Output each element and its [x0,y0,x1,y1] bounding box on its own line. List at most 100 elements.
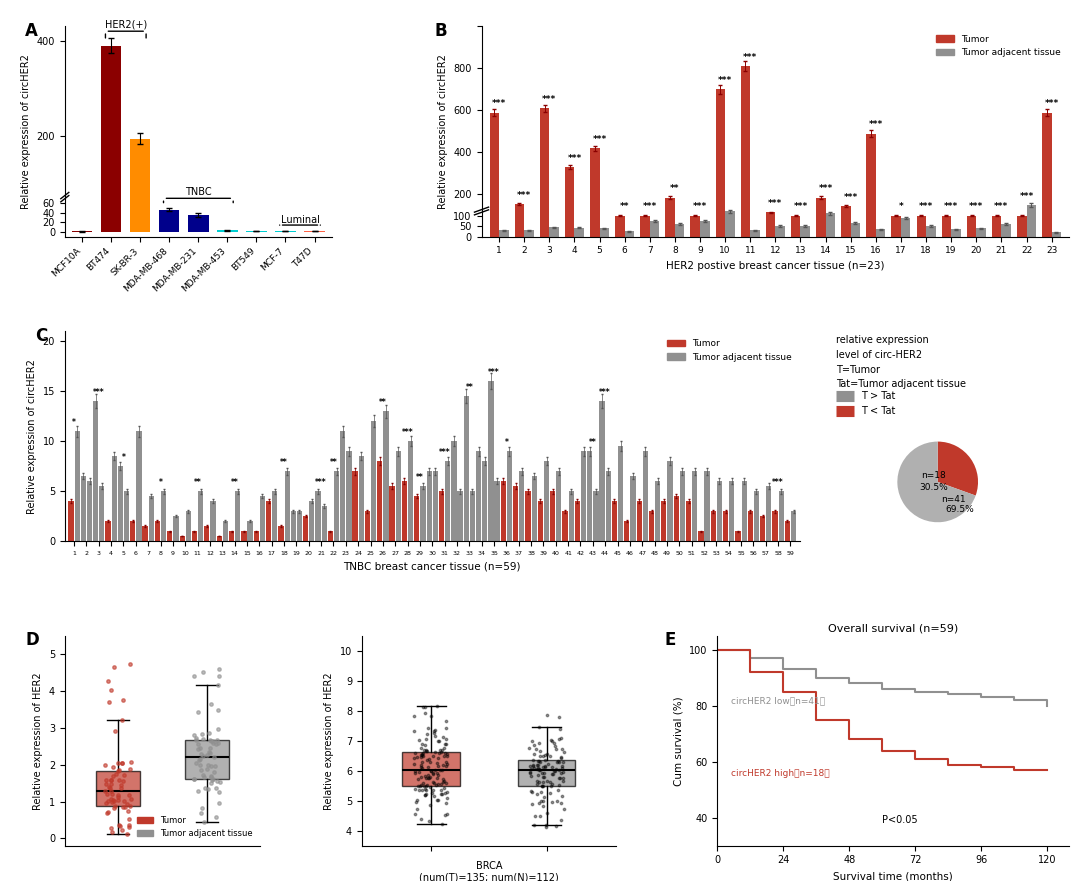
Bar [347,451,351,541]
Point [117,800,134,814]
Point [409,772,427,786]
Bar [499,230,509,236]
Point [189,742,206,756]
Bar [272,491,278,541]
Point [109,793,126,807]
Point [432,745,449,759]
Point [438,747,456,761]
Point [113,713,131,727]
Bar [631,476,636,541]
Point [534,780,551,794]
Bar [1042,113,1052,236]
Point [546,765,564,779]
Y-axis label: Relative expression of circHER2: Relative expression of circHER2 [437,54,448,209]
Point [435,741,453,755]
Point [435,781,453,795]
Point [525,761,542,775]
Point [424,766,442,780]
Point [186,772,203,786]
Point [539,757,556,771]
Bar [513,486,518,541]
Bar [556,471,562,541]
Point [524,758,541,772]
Bar [352,471,357,541]
Text: **: ** [416,473,423,482]
Bar [130,522,135,541]
Bar [143,526,148,541]
Bar [951,229,961,236]
Point [413,750,430,764]
Point [189,784,206,798]
Bar [760,516,766,541]
Text: ***: *** [93,388,105,397]
Point [411,778,429,792]
Bar [297,511,302,541]
Point [120,803,137,818]
Point [527,742,544,756]
Bar [451,441,457,541]
Point [417,744,434,759]
Point [432,787,449,801]
Point [208,733,226,747]
Point [112,778,130,792]
Point [116,794,133,808]
Point [199,748,216,762]
Bar [825,213,835,236]
Bar [159,210,179,232]
Point [546,762,564,776]
Bar [433,471,438,541]
Point [191,741,208,755]
Point [203,773,220,787]
Point [409,779,427,793]
Point [197,781,214,795]
Point [100,780,118,794]
Bar [563,511,568,541]
Point [186,669,203,683]
Bar [408,441,414,541]
Bar [370,421,376,541]
Point [437,759,455,773]
Bar [675,224,685,236]
Point [525,759,542,774]
Point [427,778,444,792]
Point [186,772,203,786]
Bar [260,496,265,541]
Point [188,756,205,770]
Point [111,819,129,833]
Point [550,710,567,724]
Bar [568,491,573,541]
Point [417,738,434,752]
Bar [186,511,191,541]
Legend: Tumor, Tumor adjacent tissue: Tumor, Tumor adjacent tissue [134,813,256,841]
Point [424,749,442,763]
Bar [565,167,575,236]
Bar [754,491,759,541]
Y-axis label: Cum survival (%): Cum survival (%) [674,696,684,786]
Text: ***: *** [599,388,611,397]
Text: **: ** [193,478,202,487]
Bar [402,481,407,541]
Point [208,774,226,788]
Point [198,762,215,776]
Point [191,758,208,772]
Point [103,784,120,798]
Point [110,818,127,832]
Point [551,778,568,792]
Bar [118,466,123,541]
Point [103,792,120,806]
Bar [747,511,753,541]
Text: ***: *** [517,191,531,200]
Point [415,745,432,759]
Point [432,777,449,791]
Point [120,788,137,802]
Point [419,771,436,785]
Point [407,795,424,809]
Point [405,751,422,766]
Bar [334,471,339,541]
Point [539,806,556,820]
Point [417,732,434,746]
Point [437,776,455,790]
Bar [327,531,333,541]
Bar [741,66,751,236]
Point [553,730,570,744]
